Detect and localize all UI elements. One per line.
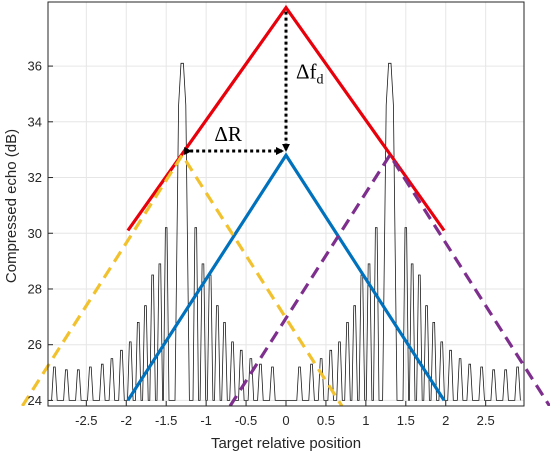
y-tick-label: 36	[28, 59, 42, 74]
x-tick-label: -1	[200, 413, 212, 428]
x-tick-label: 0.5	[317, 413, 335, 428]
x-tick-label: 2.5	[477, 413, 495, 428]
x-tick-label: -2	[120, 413, 132, 428]
grid	[48, 2, 524, 406]
x-axis-label: Target relative position	[211, 435, 361, 452]
x-tick-label: 1.5	[397, 413, 415, 428]
ticks: -2.5 -2 -1.5 -1 -0.5 0 0.5 1 1.5 2 2.5 24 26 28 30 32 34…	[28, 59, 495, 428]
x-tick-label: -1.5	[155, 413, 177, 428]
echo-line	[51, 62, 521, 401]
delta-fd-label-sub: d	[317, 73, 324, 88]
series-line-3	[228, 152, 550, 406]
y-axis-label: Compressed echo (dB)	[3, 129, 20, 283]
y-tick-label: 24	[28, 393, 42, 408]
series-lines	[21, 4, 550, 406]
y-tick-label: 34	[28, 114, 42, 129]
x-tick-label: -2.5	[75, 413, 97, 428]
x-tick-label: 0	[282, 413, 289, 428]
y-tick-label: 30	[28, 226, 42, 241]
x-tick-label: 2	[442, 413, 449, 428]
annotations: ΔR Δfd	[184, 11, 324, 156]
delta-r-label: ΔR	[214, 122, 242, 146]
delta-fd-label: Δfd	[296, 60, 324, 88]
delta-fd-label-main: Δf	[296, 60, 317, 84]
y-tick-label: 28	[28, 281, 42, 296]
y-tick-label: 32	[28, 170, 42, 185]
x-tick-label: 1	[362, 413, 369, 428]
series-line-1	[126, 152, 446, 402]
series-line-2	[21, 152, 344, 406]
x-tick-label: -0.5	[235, 413, 257, 428]
echo-signal	[51, 62, 521, 401]
y-tick-label: 26	[28, 337, 42, 352]
